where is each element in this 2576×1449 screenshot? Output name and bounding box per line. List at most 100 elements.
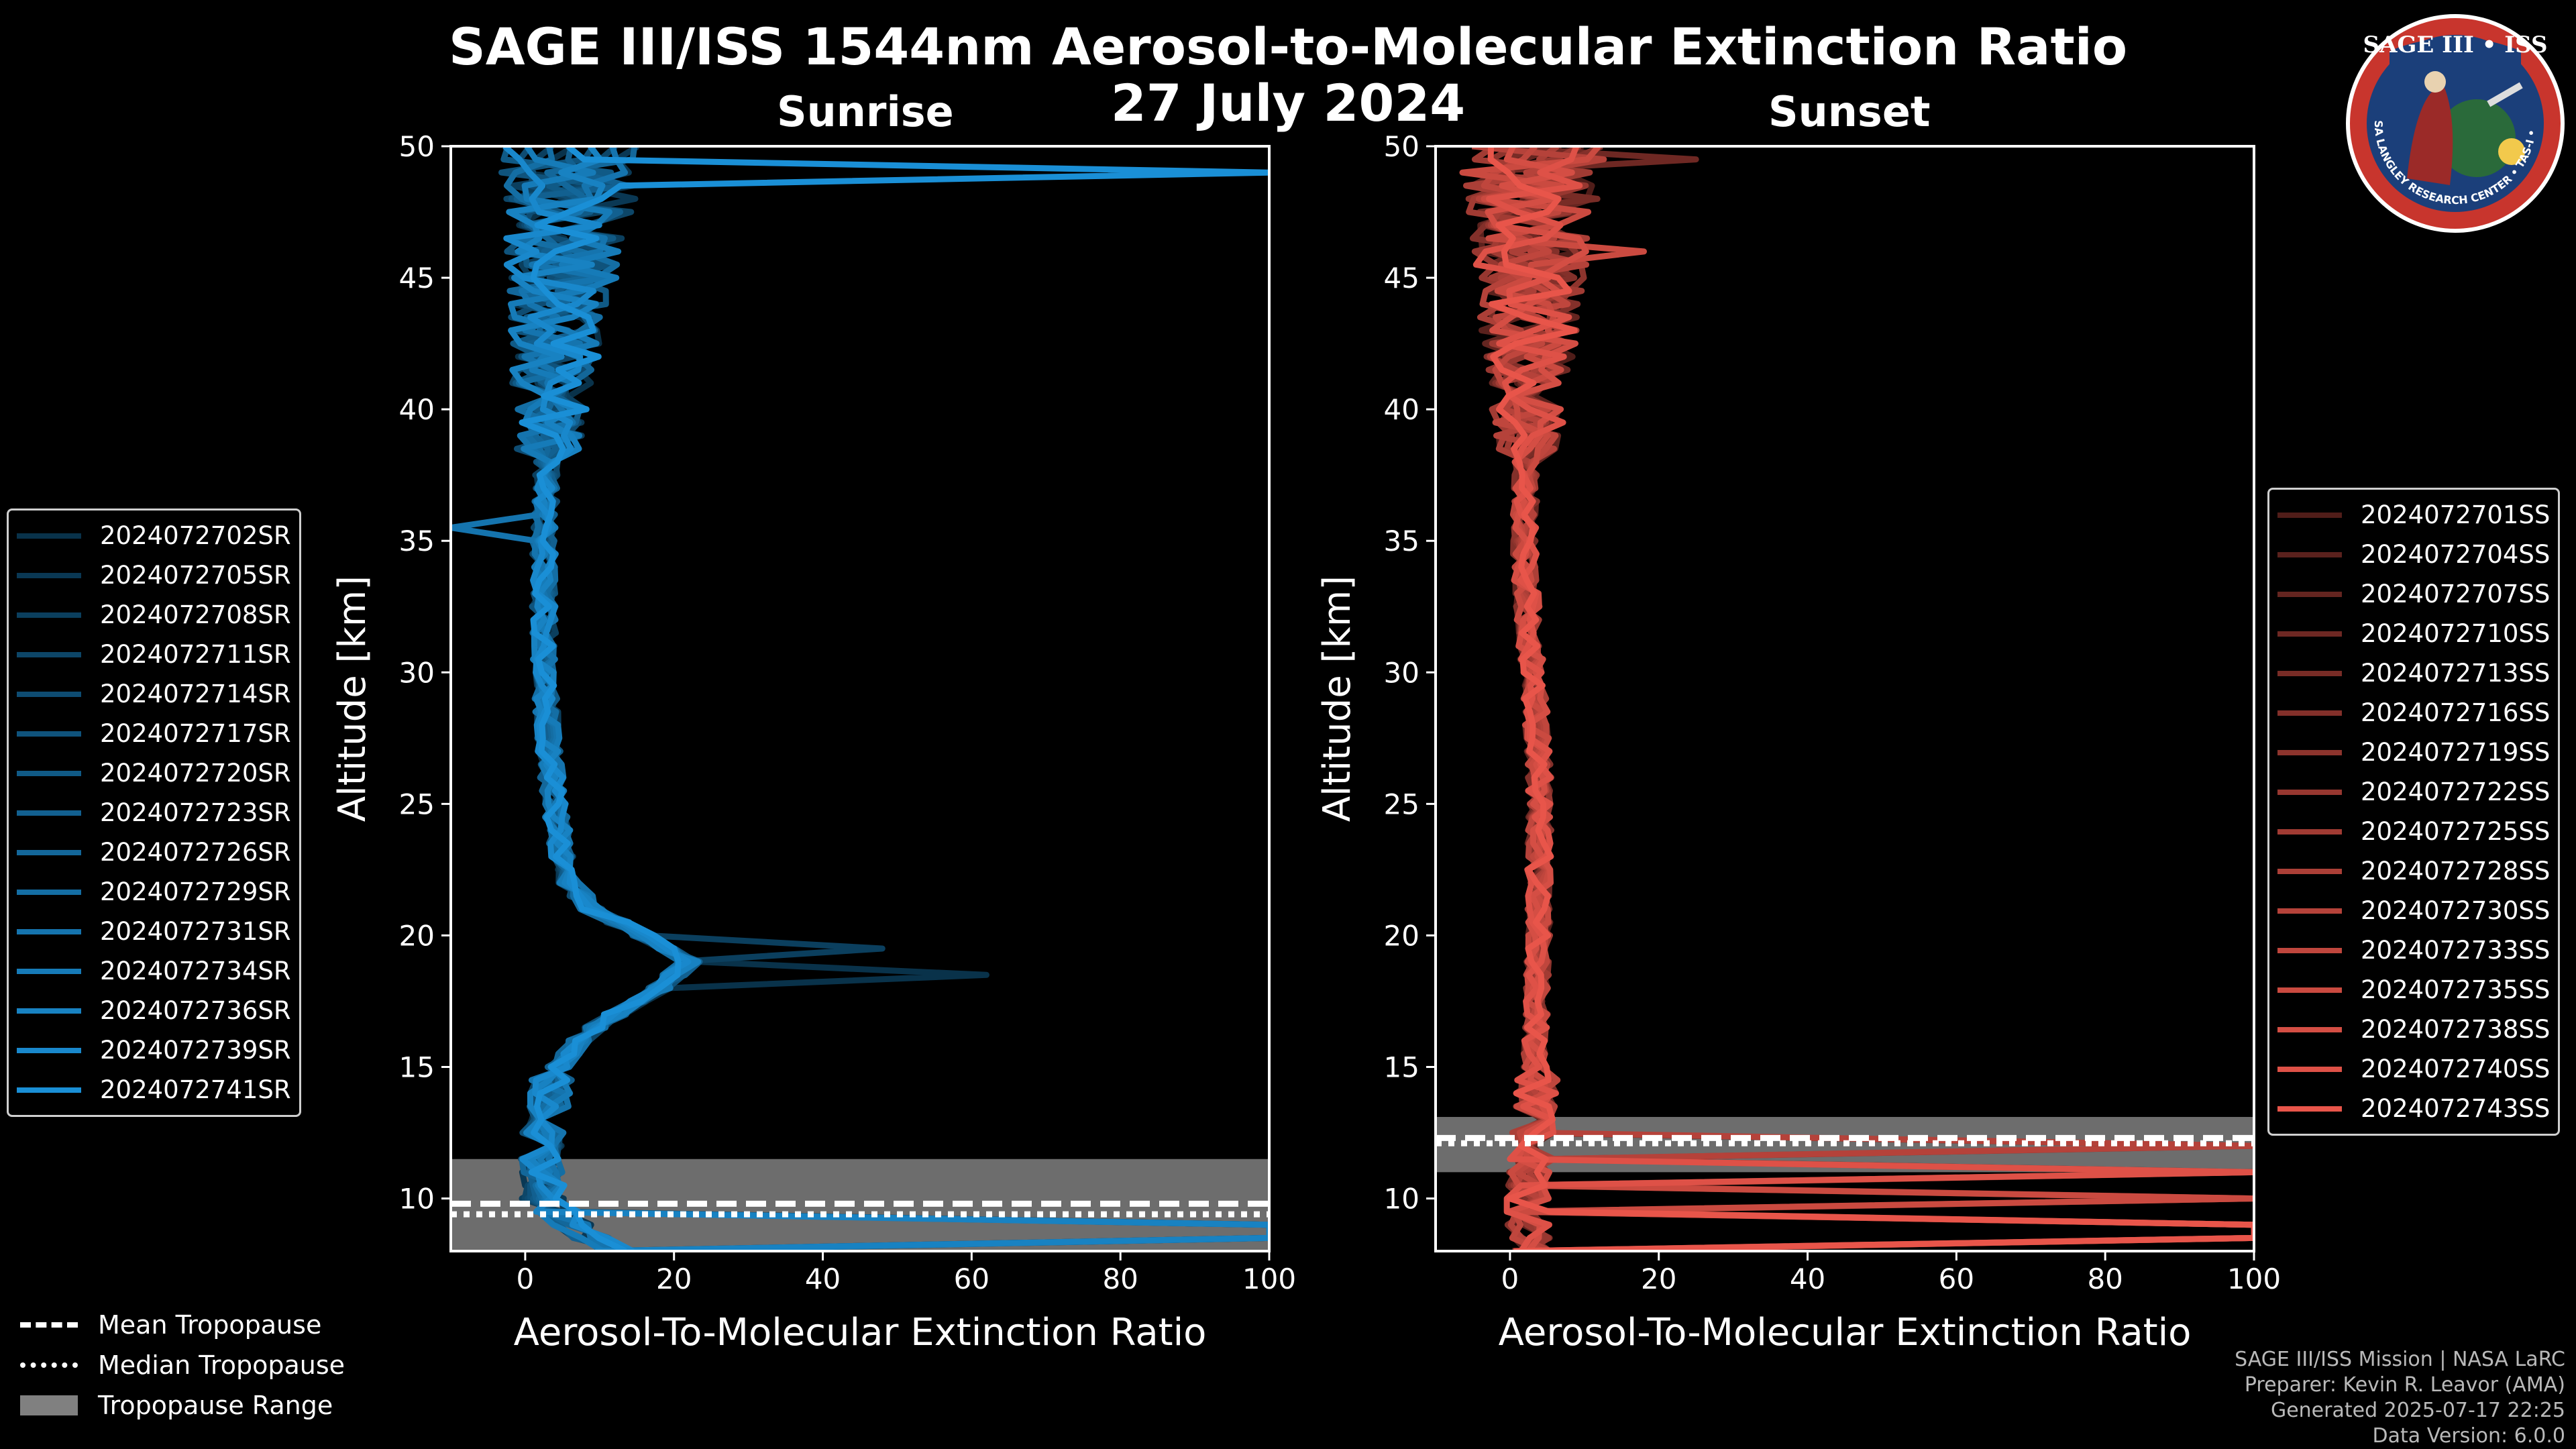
legend-item-2024072702SR: 2024072702SR xyxy=(17,516,291,555)
sunrise-plot-area xyxy=(451,146,1269,1251)
sunrise-xtick-label-100: 100 xyxy=(1242,1263,1296,1295)
sunrise-ytick-label-15: 15 xyxy=(399,1051,435,1084)
legend-item-2024072707SS: 2024072707SS xyxy=(2277,574,2550,614)
legend-label: 2024072728SS xyxy=(2361,857,2551,885)
sunrise-xtick-label-80: 80 xyxy=(1102,1263,1138,1295)
sunrise-xtick-label-20: 20 xyxy=(656,1263,692,1295)
legend-item-2024072739SR: 2024072739SR xyxy=(17,1030,291,1070)
legend-label: 2024072723SR xyxy=(100,798,291,827)
sunset-ytick-label-25: 25 xyxy=(1384,788,1419,820)
legend-item-2024072738SS: 2024072738SS xyxy=(2277,1010,2550,1049)
sunset-panel-title: Sunset xyxy=(1768,87,1931,136)
sunrise-yaxis-label: Altitude [km] xyxy=(331,576,374,822)
sunrise-xtick-label-60: 60 xyxy=(954,1263,989,1295)
sunrise-series-2024072736SR xyxy=(506,146,1269,1251)
sunrise-ytick-label-50: 50 xyxy=(399,130,435,163)
legend-label: 2024072726SR xyxy=(100,838,291,867)
legend-swatch xyxy=(2277,987,2342,993)
astronomer-head-icon xyxy=(2424,71,2446,93)
legend-swatch xyxy=(17,889,81,895)
legend-item-2024072723SR: 2024072723SR xyxy=(17,793,291,833)
sunset-series-2024072740SS xyxy=(1472,146,2254,1251)
legend-range-label: Tropopause Range xyxy=(98,1391,333,1420)
legend-label: 2024072720SR xyxy=(100,759,291,788)
legend-swatch xyxy=(2277,710,2342,716)
legend-label: 2024072719SS xyxy=(2361,738,2551,767)
sunrise-legend: 2024072702SR 2024072705SR 2024072708SR 2024… xyxy=(7,508,301,1117)
sunset-series-2024072743SS xyxy=(1487,146,2254,1251)
sunrise-ytick-label-10: 10 xyxy=(399,1183,435,1216)
sunset-axes-frame xyxy=(1434,145,2255,1252)
sunset-xtick-label-20: 20 xyxy=(1641,1263,1676,1295)
sunset-ytick-label-40: 40 xyxy=(1384,393,1419,426)
sunrise-xtick-label-0: 0 xyxy=(517,1263,535,1295)
sunrise-series-2024072711SR xyxy=(503,146,1269,1251)
legend-swatch xyxy=(17,849,81,855)
legend-swatch xyxy=(2277,789,2342,795)
sunset-series-2024072735SS xyxy=(1459,146,2254,1251)
legend-label: 2024072717SR xyxy=(100,719,291,748)
legend-item-2024072720SR: 2024072720SR xyxy=(17,753,291,793)
median-line-swatch xyxy=(20,1362,78,1368)
legend-swatch xyxy=(17,1087,81,1093)
astronomer-figure-icon xyxy=(2407,85,2453,185)
legend-label: 2024072713SS xyxy=(2361,659,2551,688)
legend-swatch xyxy=(17,928,81,934)
legend-swatch xyxy=(2277,1066,2342,1072)
sunset-xtick-label-60: 60 xyxy=(1939,1263,1974,1295)
figure-title: SAGE III/ISS 1544nm Aerosol-to-Molecular… xyxy=(0,19,2576,131)
sunrise-ytick-label-20: 20 xyxy=(399,919,435,952)
legend-swatch xyxy=(17,1047,81,1053)
legend-mean-label: Mean Tropopause xyxy=(98,1310,322,1340)
credit-generated: Generated 2025-07-17 22:25 xyxy=(2270,1399,2565,1422)
legend-label: 2024072701SS xyxy=(2361,500,2551,529)
legend-swatch xyxy=(17,770,81,776)
legend-label: 2024072741SR xyxy=(100,1075,291,1104)
legend-label: 2024072735SS xyxy=(2361,975,2551,1004)
credit-mission: SAGE III/ISS Mission | NASA LaRC xyxy=(2235,1348,2565,1371)
legend-mean-tropopause: Mean Tropopause xyxy=(20,1305,345,1345)
legend-swatch xyxy=(2277,631,2342,637)
legend-label: 2024072702SR xyxy=(100,521,291,550)
legend-item-2024072717SR: 2024072717SR xyxy=(17,714,291,753)
sunset-series-2024072738SS xyxy=(1485,146,1589,1251)
legend-item-2024072704SS: 2024072704SS xyxy=(2277,535,2550,574)
legend-swatch xyxy=(2277,749,2342,755)
legend-item-2024072708SR: 2024072708SR xyxy=(17,595,291,635)
credit-version: Data Version: 6.0.0 xyxy=(2372,1424,2565,1448)
sunset-ytick-label-15: 15 xyxy=(1384,1051,1419,1084)
legend-label: 2024072739SR xyxy=(100,1036,291,1065)
legend-swatch xyxy=(17,612,81,618)
legend-swatch xyxy=(2277,670,2342,676)
sunset-series-2024072707SS xyxy=(1469,146,2254,1251)
legend-label: 2024072705SR xyxy=(100,561,291,590)
legend-item-2024072713SS: 2024072713SS xyxy=(2277,653,2550,693)
sage-iii-iss-logo: SAGE III • ISS NASA LANGLEY RESEARCH CEN… xyxy=(2343,11,2565,233)
legend-item-2024072730SS: 2024072730SS xyxy=(2277,891,2550,930)
sunset-series-2024072725SS xyxy=(1466,146,2254,1251)
sunrise-series-2024072739SR xyxy=(502,146,692,1251)
legend-item-2024072725SS: 2024072725SS xyxy=(2277,812,2550,851)
legend-item-2024072728SS: 2024072728SS xyxy=(2277,851,2550,891)
sunset-plot-area xyxy=(1436,146,2254,1251)
sunrise-axes-frame xyxy=(449,145,1271,1252)
legend-label: 2024072743SS xyxy=(2361,1094,2551,1123)
logo-text: SAGE III • ISS xyxy=(2363,32,2547,58)
legend-label: 2024072716SS xyxy=(2361,698,2551,727)
sunset-ytick-label-50: 50 xyxy=(1384,130,1419,163)
legend-label: 2024072711SR xyxy=(100,640,291,669)
sunset-xtick-label-0: 0 xyxy=(1501,1263,1519,1295)
legend-swatch xyxy=(17,731,81,737)
legend-swatch xyxy=(17,572,81,578)
legend-item-2024072701SS: 2024072701SS xyxy=(2277,495,2550,535)
sunrise-series-2024072729SR xyxy=(503,146,1269,1251)
legend-label: 2024072725SS xyxy=(2361,817,2551,846)
legend-swatch xyxy=(2277,1106,2342,1112)
legend-item-2024072731SR: 2024072731SR xyxy=(17,912,291,951)
credits: SAGE III/ISS Mission | NASA LaRC Prepare… xyxy=(2235,1347,2565,1449)
legend-item-2024072719SS: 2024072719SS xyxy=(2277,733,2550,772)
legend-item-2024072734SR: 2024072734SR xyxy=(17,951,291,991)
sun-icon xyxy=(2498,138,2525,165)
range-swatch xyxy=(20,1395,78,1415)
legend-item-2024072733SS: 2024072733SS xyxy=(2277,930,2550,970)
